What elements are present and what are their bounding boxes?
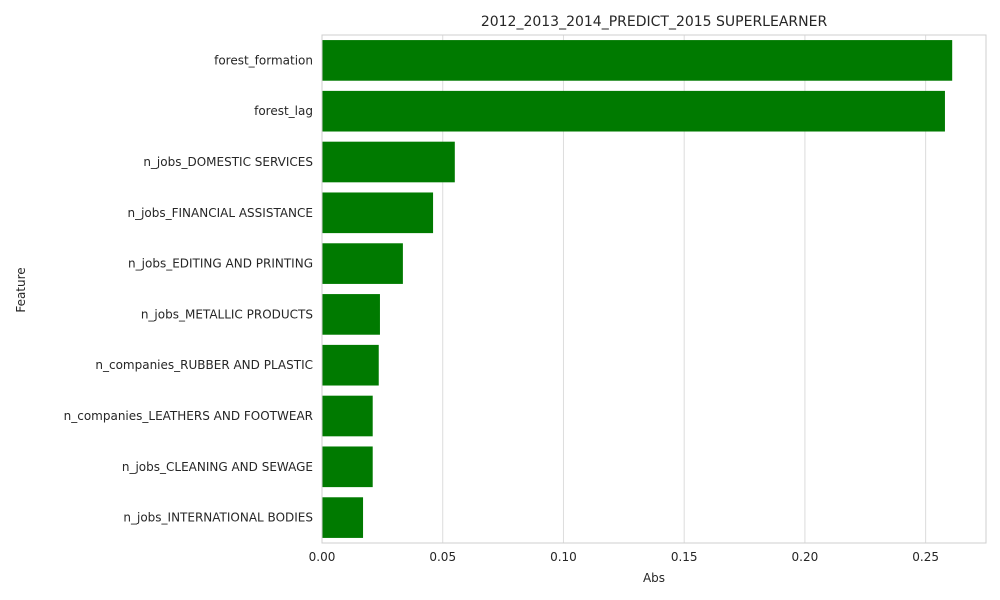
x-tick-labels: 0.00 0.05 0.10 0.15 0.20 0.25 <box>309 550 939 564</box>
y-tick-label: n_jobs_FINANCIAL ASSISTANCE <box>127 206 313 220</box>
y-tick-label: n_jobs_CLEANING AND SEWAGE <box>122 460 313 474</box>
x-tick-label: 0.15 <box>671 550 698 564</box>
y-axis-label: Feature <box>14 267 28 312</box>
x-tick-label: 0.10 <box>550 550 577 564</box>
x-tick-label: 0.20 <box>792 550 819 564</box>
bar <box>322 395 373 437</box>
y-tick-label: n_jobs_DOMESTIC SERVICES <box>143 155 313 169</box>
bar <box>322 192 434 234</box>
chart-title: 2012_2013_2014_PREDICT_2015 SUPERLEARNER <box>481 14 828 30</box>
y-tick-label: n_jobs_EDITING AND PRINTING <box>128 257 313 271</box>
bar <box>322 294 380 335</box>
bars <box>322 40 953 538</box>
x-axis-label: Abs <box>643 571 665 585</box>
y-tick-label: forest_formation <box>214 53 313 67</box>
bar <box>322 344 379 386</box>
bar <box>322 497 364 538</box>
bar <box>322 40 953 81</box>
bar <box>322 243 403 284</box>
x-tick-label: 0.00 <box>309 550 336 564</box>
y-tick-labels: forest_formation forest_lag n_jobs_DOMESTI… <box>64 53 313 524</box>
y-tick-label: forest_lag <box>254 104 313 118</box>
bar <box>322 446 373 488</box>
y-tick-label: n_jobs_INTERNATIONAL BODIES <box>123 511 313 525</box>
x-tick-label: 0.05 <box>429 550 456 564</box>
bar <box>322 141 455 183</box>
y-tick-label: n_companies_LEATHERS AND FOOTWEAR <box>64 409 313 423</box>
bar <box>322 90 945 132</box>
x-tick-label: 0.25 <box>912 550 939 564</box>
y-tick-label: n_jobs_METALLIC PRODUCTS <box>141 307 313 321</box>
y-tick-label: n_companies_RUBBER AND PLASTIC <box>95 358 313 372</box>
plot-frame <box>321 34 987 544</box>
